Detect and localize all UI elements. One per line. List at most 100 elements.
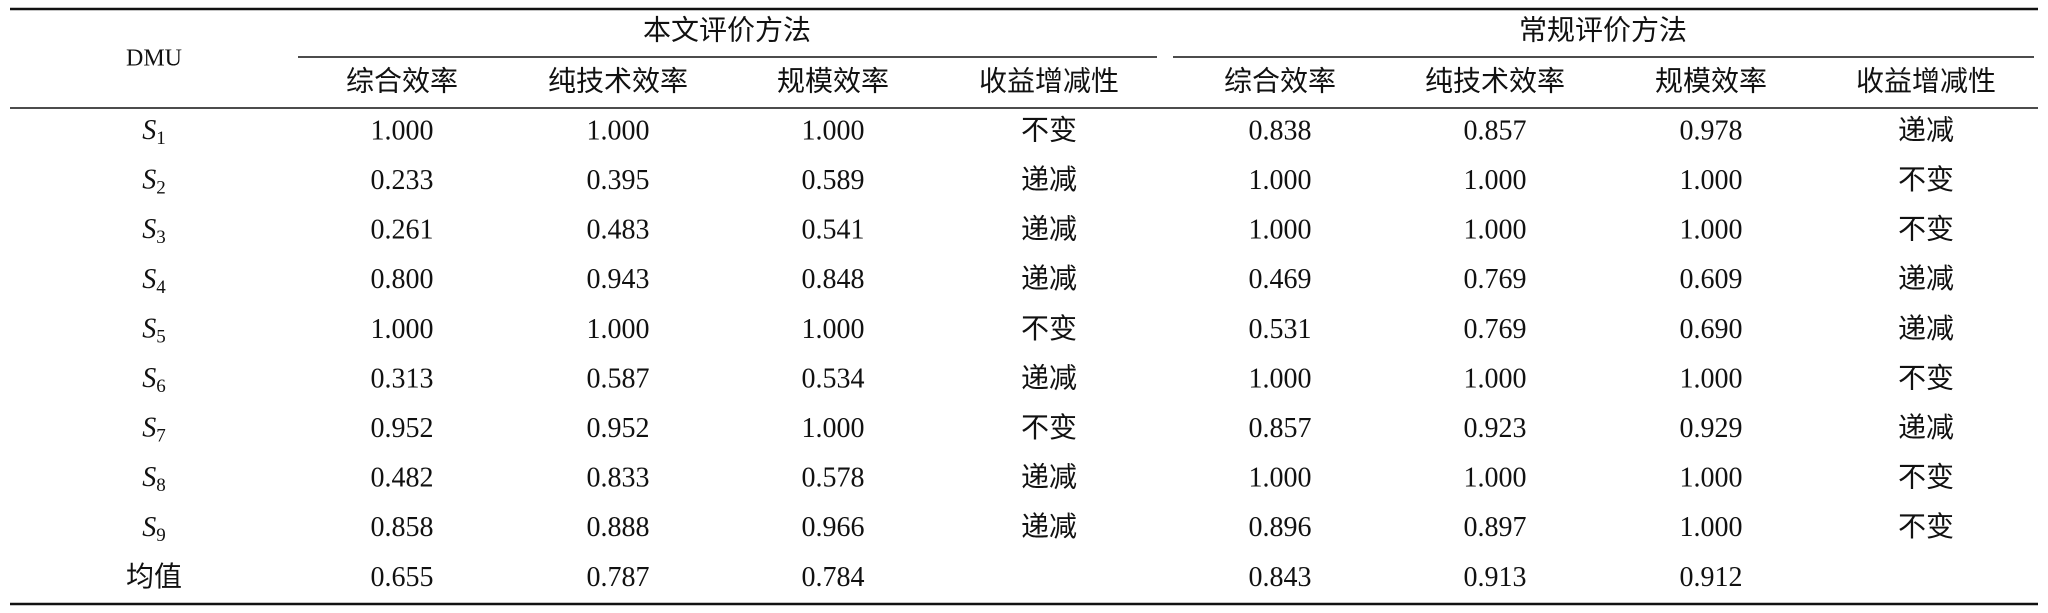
cell: 0.897 [1464, 512, 1527, 543]
cell: 递减 [1021, 214, 1077, 246]
cell: 1.000 [1680, 215, 1743, 246]
cell: 0.787 [587, 562, 650, 593]
cell: 0.784 [802, 562, 865, 593]
row-symbol: S [142, 512, 156, 543]
cell: 0.848 [802, 264, 865, 295]
row-subscript: 2 [156, 178, 166, 199]
cell: 0.923 [1464, 413, 1527, 444]
row-symbol: S [142, 463, 156, 494]
cell: 0.541 [802, 215, 865, 246]
cell: 1.000 [371, 314, 434, 345]
cell: 递减 [1898, 313, 1954, 345]
cell: 0.469 [1249, 264, 1312, 295]
cell: 递减 [1021, 362, 1077, 394]
row-label: S1 [142, 115, 166, 149]
cell: 0.233 [371, 165, 434, 196]
cell: 递减 [1021, 263, 1077, 295]
cell: 0.896 [1249, 512, 1312, 543]
column-header: 纯技术效率 [548, 65, 688, 97]
cell: 0.609 [1680, 264, 1743, 295]
cell: 0.589 [802, 165, 865, 196]
cell: 1.000 [1680, 363, 1743, 394]
cell: 0.769 [1464, 264, 1527, 295]
cell: 1.000 [802, 115, 865, 146]
cell: 0.313 [371, 363, 434, 394]
column-header: 综合效率 [346, 65, 458, 97]
cell: 1.000 [1249, 463, 1312, 494]
cell: 递减 [1021, 164, 1077, 196]
column-header: 收益增减性 [979, 65, 1119, 97]
cell: 0.943 [587, 264, 650, 295]
row-symbol: S [142, 165, 156, 196]
cell: 0.838 [1249, 115, 1312, 146]
cell: 0.913 [1464, 562, 1527, 593]
column-header: 综合效率 [1224, 65, 1336, 97]
cell: 1.000 [802, 314, 865, 345]
cell: 0.978 [1680, 115, 1743, 146]
cell: 0.534 [802, 363, 865, 394]
cell: 递减 [1021, 462, 1077, 494]
row-label: S3 [142, 215, 166, 249]
row-symbol: S [142, 115, 156, 146]
cell: 不变 [1898, 511, 1954, 543]
cell: 0.952 [587, 413, 650, 444]
cell: 0.843 [1249, 562, 1312, 593]
cell: 不变 [1021, 114, 1077, 146]
cell: 1.000 [587, 115, 650, 146]
group-title: 本文评价方法 [643, 14, 811, 46]
cell: 1.000 [1680, 165, 1743, 196]
cell: 0.482 [371, 463, 434, 494]
cell: 1.000 [371, 115, 434, 146]
row-label: S5 [142, 314, 166, 348]
cell: 0.655 [371, 562, 434, 593]
row-subscript: 4 [156, 277, 166, 298]
cell: 递减 [1021, 511, 1077, 543]
row-subscript: 1 [156, 128, 166, 149]
row-subscript: 7 [156, 426, 166, 447]
cell: 1.000 [1464, 463, 1527, 494]
row-label: S2 [142, 165, 166, 199]
cell: 1.000 [1464, 165, 1527, 196]
row-symbol: S [142, 215, 156, 246]
row-subscript: 8 [156, 476, 166, 497]
column-header: 收益增减性 [1856, 65, 1996, 97]
cell: 0.857 [1464, 115, 1527, 146]
row-symbol: S [142, 314, 156, 345]
cell: 0.395 [587, 165, 650, 196]
cell: 1.000 [1464, 215, 1527, 246]
cell: 0.952 [371, 413, 434, 444]
group-title: 常规评价方法 [1519, 14, 1687, 46]
cell: 不变 [1898, 462, 1954, 494]
cell: 1.000 [587, 314, 650, 345]
cell: 0.587 [587, 363, 650, 394]
cell: 1.000 [1680, 512, 1743, 543]
cell: 1.000 [1464, 363, 1527, 394]
cell: 0.531 [1249, 314, 1312, 345]
row-symbol: S [142, 413, 156, 444]
row-symbol: S [142, 264, 156, 295]
cell: 0.858 [371, 512, 434, 543]
cell: 不变 [1898, 214, 1954, 246]
row-label: S9 [142, 512, 166, 546]
cell: 递减 [1898, 114, 1954, 146]
cell: 0.857 [1249, 413, 1312, 444]
cell: 0.912 [1680, 562, 1743, 593]
cell: 0.690 [1680, 314, 1743, 345]
cell: 0.578 [802, 463, 865, 494]
cell: 0.966 [802, 512, 865, 543]
cell: 0.833 [587, 463, 650, 494]
cell: 1.000 [802, 413, 865, 444]
cell: 0.888 [587, 512, 650, 543]
cell: 0.483 [587, 215, 650, 246]
row-subscript: 9 [156, 525, 166, 546]
cell: 递减 [1898, 263, 1954, 295]
column-header: 规模效率 [777, 65, 889, 97]
column-header: 纯技术效率 [1425, 65, 1565, 97]
row-header: DMU [126, 46, 182, 72]
cell: 1.000 [1249, 363, 1312, 394]
row-subscript: 6 [156, 376, 166, 397]
row-label: S4 [142, 264, 166, 298]
cell: 不变 [1021, 313, 1077, 345]
